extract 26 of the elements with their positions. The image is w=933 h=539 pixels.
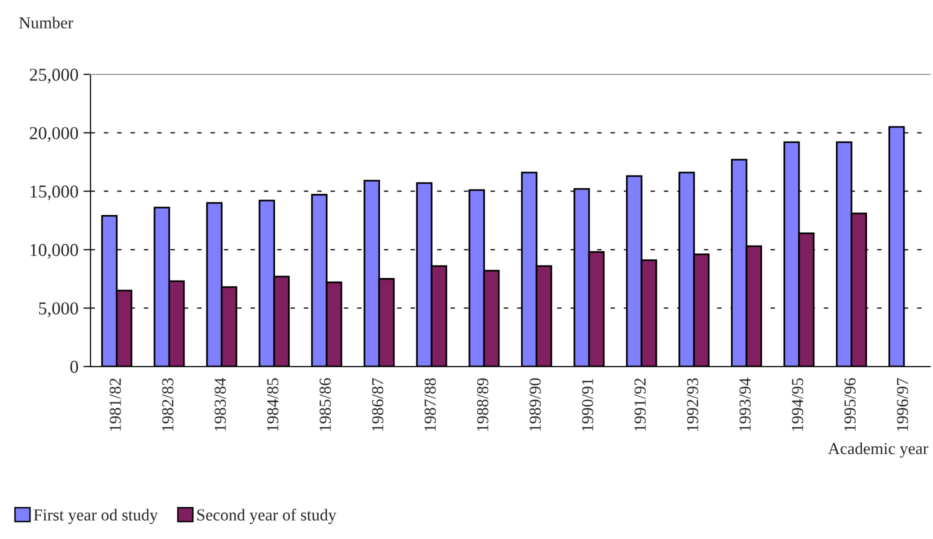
y-tick-label: 25,000: [30, 68, 78, 84]
x-tick-label: 1993/94: [739, 378, 751, 431]
x-tick-label: 1994/95: [792, 378, 804, 431]
x-tick-label: 1984/85: [267, 378, 278, 431]
x-tick-label: 1986/87: [372, 378, 384, 431]
x-tick-label: 1981/82: [110, 378, 121, 431]
legend-label: First year od study: [34, 508, 158, 524]
x-tick-label: 1995/96: [844, 378, 856, 431]
x-tick-label: 1990/91: [582, 378, 594, 431]
y-tick-label: 15,000: [30, 185, 78, 200]
y-axis-title: Number: [19, 16, 74, 28]
y-tick-label: 20,000: [30, 127, 78, 142]
x-tick-label: 1992/93: [687, 378, 698, 431]
x-tick-label: 1991/92: [634, 378, 646, 431]
x-tick-label: 1982/83: [162, 378, 174, 431]
y-tick-label: 5,000: [39, 302, 78, 318]
x-tick-label: 1985/86: [320, 378, 331, 431]
y-tick-label: 10,000: [30, 244, 78, 259]
x-tick-label: 1989/90: [530, 378, 541, 431]
x-axis-title: Academic year: [828, 442, 928, 458]
x-tick-label: 1983/84: [214, 378, 226, 431]
x-tick-label: 1987/88: [424, 378, 436, 431]
y-tick-label: 0: [70, 360, 78, 373]
x-tick-label: 1988/89: [477, 378, 488, 431]
legend-label: Second year of study: [197, 508, 336, 524]
x-tick-label: 1996/97: [896, 378, 908, 431]
